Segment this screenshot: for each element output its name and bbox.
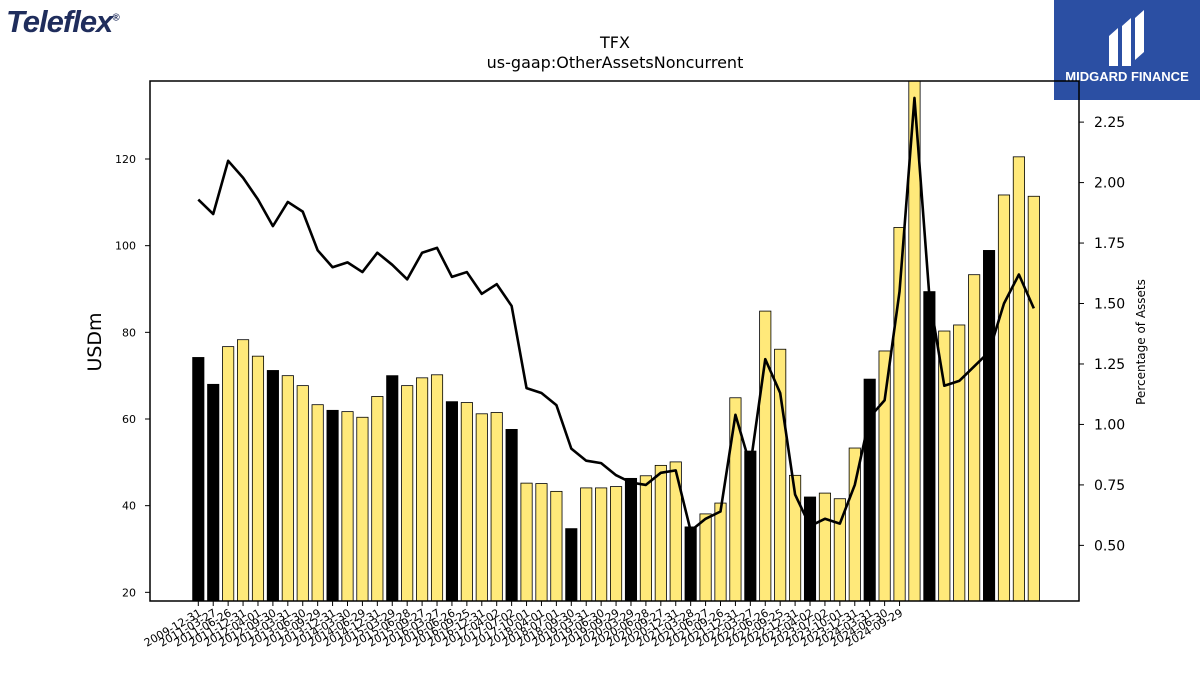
y2-tick-label: 1.00 bbox=[1094, 417, 1125, 433]
y2-tick-label: 1.50 bbox=[1094, 297, 1125, 313]
bar bbox=[326, 409, 339, 602]
bar bbox=[923, 291, 936, 602]
bar bbox=[371, 396, 384, 602]
bar bbox=[445, 401, 458, 602]
bar bbox=[744, 450, 757, 602]
bar bbox=[281, 375, 294, 602]
x-axis-ticks: 2009-12-312011-03-272011-06-262011-12-31… bbox=[142, 601, 905, 650]
bar bbox=[237, 339, 250, 602]
bar bbox=[565, 528, 578, 602]
bar bbox=[610, 486, 623, 602]
bar bbox=[968, 274, 981, 602]
bar bbox=[983, 250, 996, 602]
y2-tick-label: 1.75 bbox=[1094, 236, 1125, 252]
y-axis-ticks: 20 40 60 80 100 120 bbox=[115, 153, 150, 599]
line-layer bbox=[197, 96, 1036, 533]
bar bbox=[222, 346, 235, 602]
bar bbox=[1012, 156, 1025, 602]
teleflex-logo: Teleflex® bbox=[6, 4, 120, 40]
y2-tick-label: 1.25 bbox=[1094, 357, 1125, 373]
chart-subtitle: us-gaap:OtherAssetsNoncurrent bbox=[487, 53, 744, 72]
y-tick-label: 20 bbox=[122, 586, 136, 599]
bar bbox=[803, 496, 817, 602]
bar bbox=[714, 502, 727, 602]
bar bbox=[475, 413, 488, 602]
y2-tick-label: 0.50 bbox=[1094, 538, 1125, 554]
bar bbox=[595, 487, 608, 602]
bar bbox=[699, 513, 712, 602]
bar bbox=[580, 487, 593, 602]
bar bbox=[251, 355, 265, 602]
bar bbox=[938, 330, 951, 602]
bar bbox=[550, 490, 563, 602]
bar bbox=[953, 324, 966, 602]
y-tick-label: 120 bbox=[115, 153, 136, 166]
bar bbox=[341, 411, 354, 602]
y-tick-label: 60 bbox=[122, 413, 136, 426]
bar bbox=[416, 377, 429, 602]
bar bbox=[460, 402, 473, 602]
bar bbox=[624, 477, 638, 602]
y2-tick-label: 0.75 bbox=[1094, 478, 1125, 494]
midgard-finance-text: MIDGARD FINANCE bbox=[1065, 69, 1189, 84]
bar bbox=[505, 428, 518, 602]
bar bbox=[401, 385, 414, 602]
bar bbox=[386, 375, 399, 602]
pct-of-assets-line bbox=[197, 96, 1036, 533]
y2-tick-label: 2.00 bbox=[1094, 176, 1125, 192]
y2-axis-label: Percentage of Assets bbox=[1134, 279, 1148, 405]
bar bbox=[878, 350, 891, 602]
bar bbox=[654, 464, 667, 602]
bar bbox=[296, 385, 309, 602]
bar bbox=[1027, 195, 1040, 602]
bar bbox=[997, 194, 1011, 602]
bar bbox=[490, 412, 503, 602]
bar bbox=[192, 357, 205, 602]
bar bbox=[311, 404, 324, 602]
bar bbox=[684, 526, 697, 602]
bars-layer bbox=[192, 80, 1040, 602]
logo-text: Teleflex bbox=[6, 4, 113, 39]
midgard-logo-icon bbox=[1109, 10, 1144, 66]
bar bbox=[266, 370, 279, 602]
y-tick-label: 80 bbox=[122, 326, 136, 339]
bar bbox=[535, 483, 548, 602]
bar bbox=[356, 416, 369, 602]
bar bbox=[520, 482, 533, 602]
bar bbox=[818, 492, 831, 602]
y-axis-label: USDm bbox=[84, 312, 106, 371]
y-tick-label: 100 bbox=[115, 240, 136, 253]
bar bbox=[759, 310, 772, 602]
y2-axis-ticks: 0.50 0.75 1.00 1.25 1.50 1.75 2.00 2.25 bbox=[1079, 115, 1125, 554]
plot-frame bbox=[149, 80, 1080, 602]
bar bbox=[207, 383, 220, 602]
bar bbox=[639, 475, 652, 602]
logo-registered-mark: ® bbox=[112, 12, 119, 24]
y2-tick-label: 2.25 bbox=[1094, 115, 1125, 131]
bar bbox=[430, 374, 444, 602]
y-tick-label: 40 bbox=[122, 500, 136, 513]
chart-title: TFX bbox=[599, 33, 630, 52]
